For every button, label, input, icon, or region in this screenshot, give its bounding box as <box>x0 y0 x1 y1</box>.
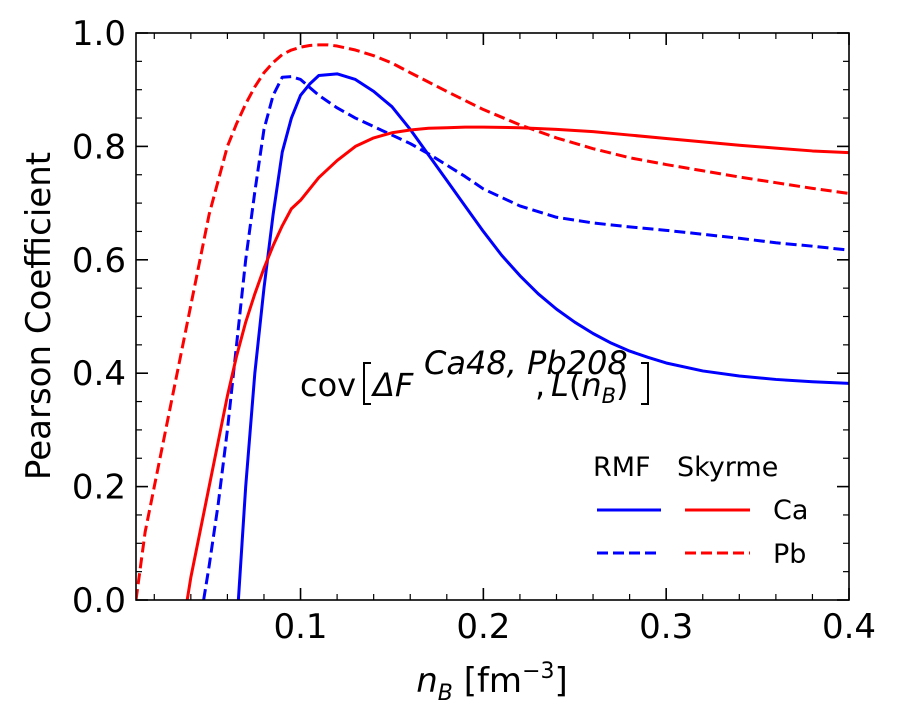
x-tick-label: 0.4 <box>822 607 876 647</box>
series-line-skyrme-pb <box>136 43 849 600</box>
annotation-sub: B <box>602 384 616 408</box>
annotation-paren-open: ( <box>569 366 581 404</box>
annotation-superscript: Ca48, Pb208 <box>424 344 628 382</box>
y-tick-label: 0.8 <box>72 127 126 167</box>
annotation-delta: Δ <box>370 366 395 404</box>
x-label-sub: B <box>438 681 453 706</box>
y-tick-label: 0.2 <box>72 468 126 508</box>
legend: RMF Skyrme Ca Pb <box>593 452 808 570</box>
legend-header-rmf: RMF <box>593 452 651 483</box>
x-tick-label: 0.3 <box>639 607 693 647</box>
x-tick-label: 0.1 <box>273 607 327 647</box>
series-line-skyrme-ca <box>185 125 849 600</box>
x-tick-label: 0.2 <box>456 607 510 647</box>
annotation-l-of-n: L(nB) <box>551 366 629 408</box>
annotation-delta-f: ΔF <box>370 366 414 404</box>
y-tick-label: 1.0 <box>72 14 126 54</box>
series-layer <box>136 43 849 600</box>
x-label-unit-open: [fm <box>453 661 522 701</box>
y-tick-label: 0.4 <box>72 354 126 394</box>
annotation-right-bracket <box>641 362 649 405</box>
annotation-n: n <box>581 366 601 404</box>
legend-label-ca: Ca <box>773 495 808 526</box>
legend-header-skyrme: Skyrme <box>677 452 778 483</box>
y-axis-label: Pearson Coefficient <box>19 152 59 480</box>
covariance-annotation: cov ΔF Ca48, Pb208 , L(nB) <box>300 344 649 408</box>
y-tick-label: 0.6 <box>72 241 126 281</box>
annotation-paren-close: ) <box>616 366 628 404</box>
annotation-left-bracket <box>363 362 371 405</box>
x-label-unit-exp: −3 <box>522 659 554 684</box>
y-tick-label: 0.0 <box>72 581 126 621</box>
series-line-rmf-pb <box>202 75 849 600</box>
annotation-cov: cov <box>300 366 356 404</box>
x-label-var: n <box>416 661 438 701</box>
annotation-l: L <box>551 366 569 404</box>
ticks-layer: 0.1 0.2 0.3 0.4 0.0 0.2 0.4 0.6 0.8 1.0 <box>72 14 876 647</box>
annotation-comma: , <box>535 366 545 404</box>
x-label-unit-close: ] <box>555 661 568 701</box>
series-line-rmf-ca <box>236 72 849 600</box>
legend-label-pb: Pb <box>773 539 806 570</box>
annotation-f: F <box>395 366 414 404</box>
x-axis-label: nB [fm−3] <box>416 659 568 706</box>
